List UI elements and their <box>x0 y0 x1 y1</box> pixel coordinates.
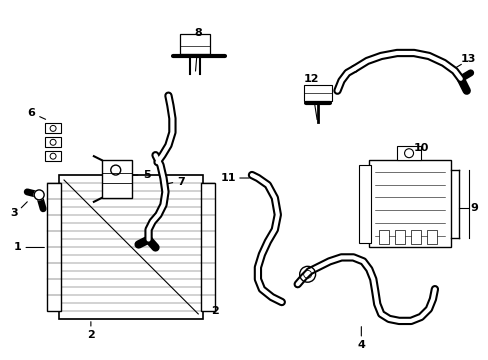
Text: 13: 13 <box>460 54 475 64</box>
Bar <box>201 183 215 311</box>
Text: 8: 8 <box>194 28 202 38</box>
Text: 9: 9 <box>470 203 478 213</box>
Bar <box>303 85 331 100</box>
Text: 3: 3 <box>10 208 18 218</box>
Circle shape <box>34 190 44 200</box>
Bar <box>410 230 420 243</box>
Bar <box>394 230 404 243</box>
Text: 11: 11 <box>220 173 235 183</box>
Bar <box>368 160 450 247</box>
Bar <box>45 137 61 147</box>
Text: 5: 5 <box>142 170 150 180</box>
Bar <box>45 151 61 161</box>
Bar <box>59 175 203 319</box>
Text: 10: 10 <box>412 143 428 153</box>
Bar <box>396 146 420 160</box>
Bar <box>426 230 436 243</box>
Text: 7: 7 <box>177 177 185 187</box>
Bar <box>45 123 61 133</box>
Bar <box>180 34 210 54</box>
Text: 2: 2 <box>211 306 219 316</box>
Text: 1: 1 <box>13 243 21 252</box>
Text: 4: 4 <box>357 340 365 350</box>
Bar <box>102 160 131 198</box>
Text: 2: 2 <box>87 330 95 340</box>
Text: 12: 12 <box>303 74 319 84</box>
Bar <box>359 165 370 243</box>
Text: 6: 6 <box>27 108 35 117</box>
Bar <box>47 183 61 311</box>
Bar <box>379 230 388 243</box>
